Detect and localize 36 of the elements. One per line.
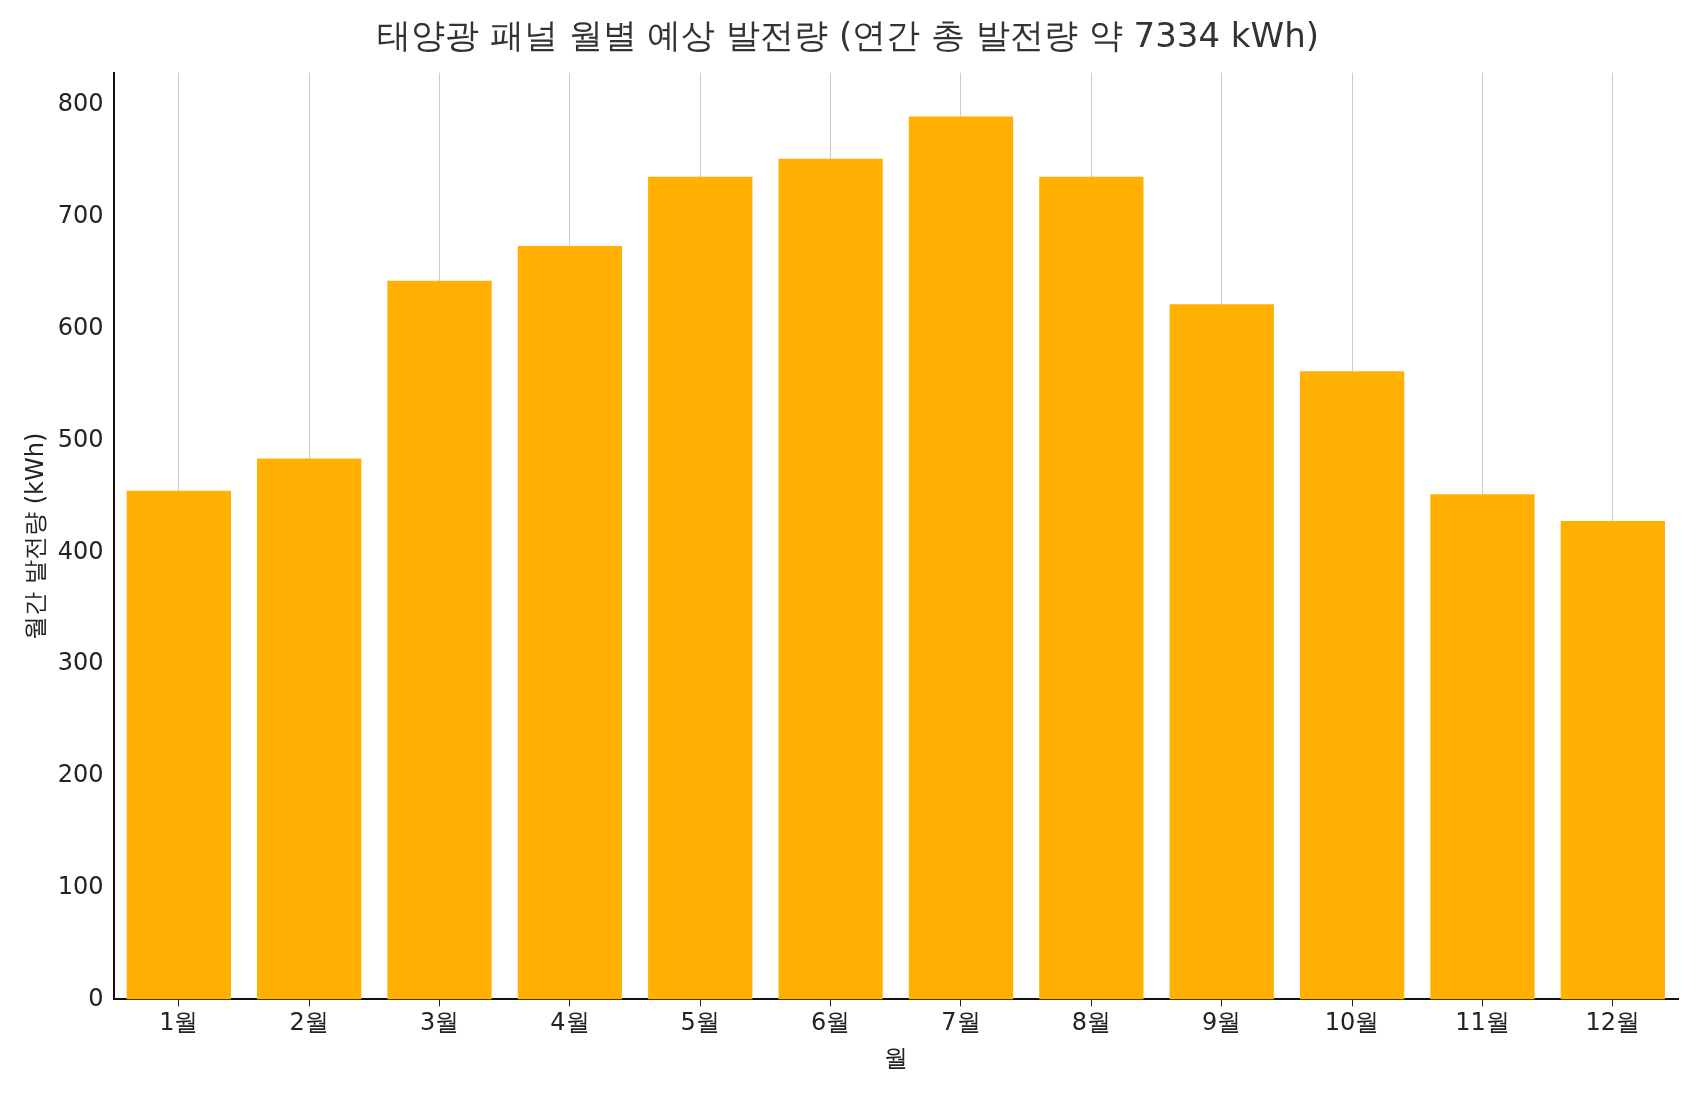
y-tick-label: 400 — [57, 536, 104, 565]
x-tick-label: 10월 — [1324, 1008, 1380, 1037]
bar — [387, 280, 492, 1000]
x-tick-label: 3월 — [419, 1008, 460, 1037]
bar — [126, 490, 231, 1000]
bar — [1039, 176, 1144, 1000]
x-tick-label: 4월 — [550, 1008, 590, 1037]
y-tick-label: 800 — [57, 89, 104, 118]
bar — [1430, 494, 1535, 1000]
y-tick-label: 700 — [57, 201, 104, 230]
bar — [778, 158, 883, 1000]
x-tick-label: 7월 — [941, 1008, 981, 1037]
bar — [1169, 304, 1274, 1000]
x-tick-label: 9월 — [1202, 1008, 1242, 1037]
x-tick-label: 5월 — [680, 1008, 720, 1037]
y-tick-label: 500 — [57, 424, 104, 453]
y-tick-label: 600 — [57, 313, 104, 341]
x-tick-label: 12월 — [1585, 1008, 1641, 1037]
bar — [1299, 371, 1405, 1000]
bar — [1560, 521, 1665, 1000]
y-tick-label: 100 — [57, 871, 104, 900]
x-tick-label: 1월 — [159, 1008, 199, 1037]
y-tick-label: 200 — [57, 760, 104, 789]
bar — [648, 176, 753, 1000]
y-axis-title: 월간 발전량 (kWh) — [20, 432, 49, 640]
bar — [517, 246, 623, 1000]
x-tick-label: 11월 — [1455, 1008, 1510, 1037]
x-tick-label: 2월 — [289, 1008, 329, 1037]
y-tick-label: 0 — [88, 983, 104, 1012]
y-tick-label: 300 — [57, 648, 104, 677]
bar — [908, 116, 1014, 1000]
chart-title: 태양광 패널 월별 예상 발전량 (연간 총 발전량 약 7334 kWh) — [377, 15, 1319, 56]
bar — [257, 458, 362, 1000]
x-tick-label: 6월 — [810, 1008, 851, 1037]
x-tick-label: 8월 — [1071, 1008, 1111, 1037]
x-axis-title: 월 — [883, 1043, 908, 1072]
